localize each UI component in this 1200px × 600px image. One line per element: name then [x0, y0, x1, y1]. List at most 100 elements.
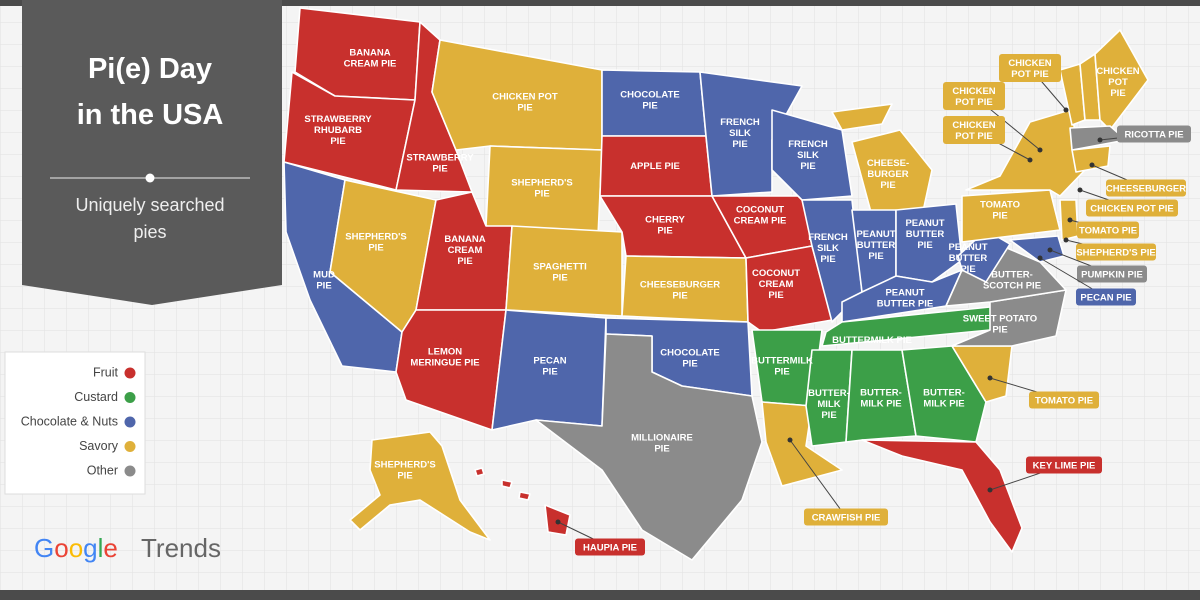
- legend-label: Custard: [74, 390, 118, 404]
- callout-dot: [1027, 157, 1033, 163]
- callout-label-line: KEY LIME PIE: [1033, 461, 1096, 472]
- legend-box: [4, 351, 146, 495]
- callout-tag: [1117, 125, 1191, 143]
- legend-swatch: [124, 392, 136, 403]
- state-label-line: POT: [1108, 77, 1128, 88]
- state-label-line: LEMON: [428, 347, 462, 358]
- state-label-line: BUTTER-: [808, 388, 850, 399]
- state-label-line: SHEPHERD'S: [374, 460, 435, 471]
- callout-tag: [1086, 199, 1178, 217]
- callout-label-line: SHEPHERD'S PIE: [1076, 248, 1155, 259]
- state-label: PEANUT BUTTER PIE: [905, 218, 944, 251]
- state-label-line: PIE: [917, 240, 932, 251]
- state-label-line: MILK PIE: [923, 399, 964, 410]
- state-label-line: BUTTERMILK: [751, 356, 813, 367]
- callout-label-line: CRAWFISH PIE: [812, 513, 881, 524]
- state-label-line: PIE: [992, 211, 1007, 222]
- state-label: STRAWBERRY RHUBARB PIE: [304, 114, 372, 147]
- state-label-line: PIE: [542, 367, 557, 378]
- state-label: SPAGHETTI PIE: [533, 262, 587, 284]
- state-label-line: CHOCOLATE: [660, 348, 719, 359]
- state-label: FRENCH SILK PIE: [808, 232, 848, 265]
- state-label: BANANA CREAM PIE: [444, 234, 485, 267]
- state-label-line: COCONUT: [752, 268, 800, 279]
- state-label: SWEET POTATO PIE: [963, 314, 1037, 336]
- callout-dot: [1037, 147, 1043, 153]
- state-label-line: PIE: [992, 325, 1007, 336]
- divider-dot: [145, 173, 155, 183]
- callout-dot: [987, 487, 993, 493]
- state-label-line: PIE: [517, 103, 532, 114]
- brand-trends: Trends: [141, 533, 221, 563]
- state-label-line: CREAM: [759, 279, 794, 290]
- state-label: CHOCOLATE PIE: [660, 348, 719, 370]
- state-label-line: PIE: [774, 367, 789, 378]
- callout-tag: [1077, 265, 1147, 283]
- state-label-line: BUTTER-: [923, 388, 965, 399]
- state-label-line: BUTTER: [949, 253, 988, 264]
- state-label-line: PIE: [654, 444, 669, 455]
- state-label-line: PIE: [657, 226, 672, 237]
- state-label-line: PIE: [732, 139, 747, 150]
- callout-label-line: CHICKEN: [952, 86, 995, 97]
- state-label: APPLE PIE: [630, 161, 680, 172]
- callout-tag: [1106, 179, 1186, 197]
- callout-label: KEY LIME PIE: [1033, 461, 1096, 472]
- state-label-line: SILK: [817, 243, 839, 254]
- callout-label: CHICKEN POT PIE: [952, 86, 995, 108]
- state: [841, 269, 963, 323]
- state: [771, 109, 853, 201]
- state-label: PEANUT BUTTER PIE: [877, 288, 933, 310]
- callout-label-line: CHICKEN POT PIE: [1090, 204, 1173, 215]
- callout-dot: [1037, 255, 1043, 261]
- state-label-line: SWEET POTATO: [963, 314, 1037, 325]
- callout-label-line: TOMATO PIE: [1035, 396, 1093, 407]
- state: [699, 71, 803, 197]
- legend-swatch: [124, 441, 136, 452]
- state-label-line: APPLE PIE: [630, 161, 680, 172]
- callout-label: CHICKEN POT PIE: [1008, 58, 1051, 80]
- callout-tag: [804, 508, 888, 526]
- callout-tag: [1076, 288, 1136, 306]
- state-label-line: PIE: [682, 359, 697, 370]
- title-line: Pi(e) Day: [88, 53, 212, 85]
- state-label: CHICKEN POT PIE: [492, 92, 558, 114]
- callout-dot: [1063, 237, 1069, 243]
- state-label-line: BUTTER-: [991, 270, 1033, 281]
- state-label-line: BURGER: [867, 169, 908, 180]
- state-label-line: BUTTER PIE: [877, 299, 933, 310]
- callout-label-line: RICOTTA PIE: [1124, 130, 1183, 141]
- state: [845, 349, 917, 443]
- state-label-line: PIE: [1110, 88, 1125, 99]
- state-label-line: PIE: [868, 251, 883, 262]
- callout-tag: [1076, 243, 1156, 261]
- state-label: FRENCH SILK PIE: [720, 117, 760, 150]
- state-label-line: PEANUT: [885, 288, 924, 299]
- state-label-line: BUTTERMILK PIE: [832, 335, 912, 346]
- frame-top: [0, 0, 1200, 6]
- callout-label-line: PUMPKIN PIE: [1081, 270, 1143, 281]
- state-label-line: CREAM PIE: [734, 216, 787, 227]
- legend-swatch: [124, 465, 136, 477]
- callout-label-line: POT PIE: [955, 131, 992, 142]
- legend: Fruit Custard Chocolate & Nuts Savory Other: [21, 365, 136, 477]
- state-label: CHOCOLATE PIE: [620, 90, 679, 112]
- state-label: PEANUT BUTTER PIE: [856, 229, 895, 262]
- state-label-line: COCONUT: [736, 205, 784, 216]
- state-label: BUTTERMILK PIE: [832, 335, 912, 346]
- state: [1094, 29, 1149, 131]
- subtitle-line: Uniquely searched: [75, 195, 224, 215]
- state-label-line: PIE: [768, 290, 783, 301]
- state-label-line: BANANA: [349, 48, 390, 59]
- legend-label: Chocolate & Nuts: [21, 414, 118, 428]
- callout-label-line: POT PIE: [1011, 69, 1048, 80]
- state-label: SHEPHERD'S PIE: [511, 178, 572, 200]
- state-label: BUTTERMILK PIE: [751, 356, 813, 378]
- state-label-line: PECAN: [533, 356, 566, 367]
- callout-tag: [943, 116, 1005, 144]
- state: [961, 189, 1061, 243]
- state-label-line: SPAGHETTI: [533, 262, 587, 273]
- state-label: PEANUT BUTTER PIE: [948, 242, 987, 275]
- callout-label-line: POT PIE: [955, 97, 992, 108]
